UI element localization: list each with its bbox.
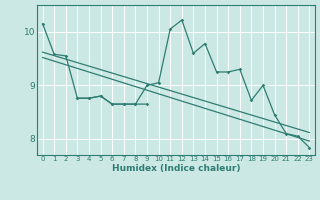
X-axis label: Humidex (Indice chaleur): Humidex (Indice chaleur) (112, 164, 240, 173)
